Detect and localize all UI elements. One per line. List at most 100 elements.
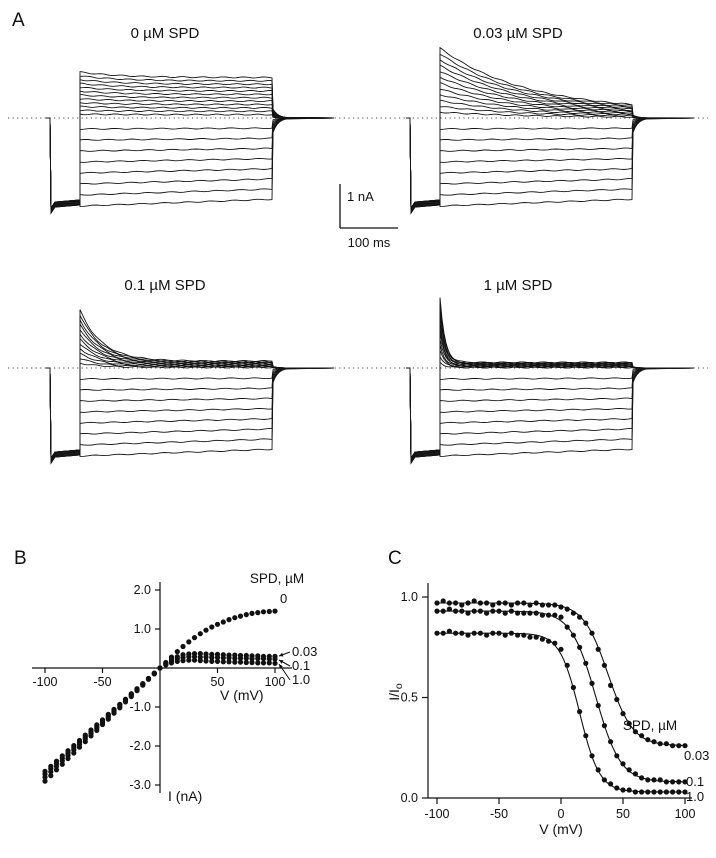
b-data-point xyxy=(71,750,77,756)
c-data-point xyxy=(570,610,577,616)
c-data-point xyxy=(453,630,459,636)
current-trace xyxy=(46,117,335,213)
current-trace xyxy=(406,99,694,212)
c-data-point xyxy=(453,608,459,614)
current-trace xyxy=(406,76,695,210)
trace-title-1um: 1 µM SPD xyxy=(484,277,553,294)
c-data-point xyxy=(614,696,620,703)
current-trace xyxy=(406,88,695,214)
c-data-point xyxy=(484,600,490,606)
c-data-point xyxy=(632,789,639,795)
c-data-point xyxy=(527,602,533,608)
c-data-point xyxy=(663,789,670,795)
c-data-point xyxy=(546,638,552,644)
c-data-point xyxy=(521,610,527,616)
trace-layer xyxy=(46,46,695,465)
c-data-point xyxy=(521,632,527,638)
c-data-point xyxy=(459,602,465,608)
current-trace xyxy=(406,117,695,215)
c-data-point xyxy=(595,702,601,709)
b-data-point xyxy=(260,609,267,615)
c-data-point xyxy=(663,741,670,747)
c-data-point xyxy=(515,632,521,638)
c-data-point xyxy=(490,608,496,614)
c-fit-line xyxy=(437,632,685,793)
c-data-point xyxy=(552,612,558,618)
current-trace xyxy=(46,109,335,211)
b-legend-title: SPD, µM xyxy=(250,571,304,586)
current-trace xyxy=(46,332,335,460)
current-trace xyxy=(406,367,695,463)
c-y-tick-label: 1.0 xyxy=(401,590,418,604)
current-trace xyxy=(406,46,695,215)
current-trace xyxy=(406,367,695,461)
b-data-point xyxy=(88,733,94,739)
b-x-axis-label: V (mV) xyxy=(220,687,264,703)
c-data-point xyxy=(539,612,546,618)
current-trace xyxy=(46,117,335,210)
c-data-point xyxy=(471,598,477,604)
b-data-point xyxy=(48,773,54,779)
b-series-label-10: 1.0 xyxy=(292,672,310,687)
b-data-point xyxy=(197,631,203,637)
c-data-point xyxy=(446,600,452,606)
c-data-point xyxy=(645,777,651,783)
c-data-point xyxy=(440,630,446,636)
c-data-point xyxy=(477,630,483,636)
trace-family-3 xyxy=(406,297,695,465)
c-data-point xyxy=(508,602,514,608)
c-data-point xyxy=(521,600,527,606)
current-trace xyxy=(406,309,695,463)
b-y-tick-label: -1.0 xyxy=(129,700,151,714)
b-data-point xyxy=(260,656,267,662)
c-data-point xyxy=(471,630,477,636)
c-data-point xyxy=(558,614,564,620)
c-data-point xyxy=(496,608,502,614)
b-data-point xyxy=(180,643,186,650)
c-data-point xyxy=(515,600,521,606)
b-data-point xyxy=(145,676,152,682)
c-data-point xyxy=(614,753,620,759)
c-data-point xyxy=(440,598,446,604)
current-trace xyxy=(406,304,695,464)
b-data-point xyxy=(122,699,129,705)
b-data-point xyxy=(134,688,140,694)
b-data-point xyxy=(226,659,232,665)
c-data-point xyxy=(465,600,471,606)
b-data-point xyxy=(117,705,123,711)
c-y-tick-label: 0.5 xyxy=(401,691,418,705)
c-data-point xyxy=(639,789,645,795)
current-trace xyxy=(406,355,694,461)
current-trace xyxy=(46,117,335,212)
b-data-point xyxy=(243,655,249,661)
c-data-point xyxy=(682,779,688,785)
b-data-point xyxy=(209,658,215,665)
c-data-point xyxy=(434,600,440,606)
current-trace xyxy=(46,367,335,460)
b-data-point xyxy=(174,649,180,655)
b-data-point xyxy=(140,682,146,688)
b-data-point xyxy=(232,659,238,665)
panel-c-label: C xyxy=(388,548,402,569)
c-data-point xyxy=(459,630,465,636)
b-data-point xyxy=(220,655,226,661)
c-data-point xyxy=(496,630,502,636)
current-trace xyxy=(406,117,695,210)
scale-bar-current-label: 1 nA xyxy=(347,189,374,204)
c-data-point xyxy=(620,711,626,717)
current-trace xyxy=(46,367,335,460)
current-trace xyxy=(406,117,695,211)
scale-bar-time-label: 100 ms xyxy=(348,235,391,250)
current-trace xyxy=(46,367,335,463)
current-trace xyxy=(406,367,695,462)
c-data-point xyxy=(657,777,663,783)
c-data-point xyxy=(440,608,446,614)
b-data-point xyxy=(42,778,48,784)
c-data-point xyxy=(434,608,440,614)
c-data-point xyxy=(508,630,514,636)
current-trace xyxy=(46,113,334,210)
c-data-point xyxy=(651,789,657,795)
panel-b: B SPD, µM V (mV) I (nA) 0 0.03 0.1 1.0 -… xyxy=(14,548,317,804)
c-data-point xyxy=(676,779,682,785)
c-data-point xyxy=(484,632,490,638)
